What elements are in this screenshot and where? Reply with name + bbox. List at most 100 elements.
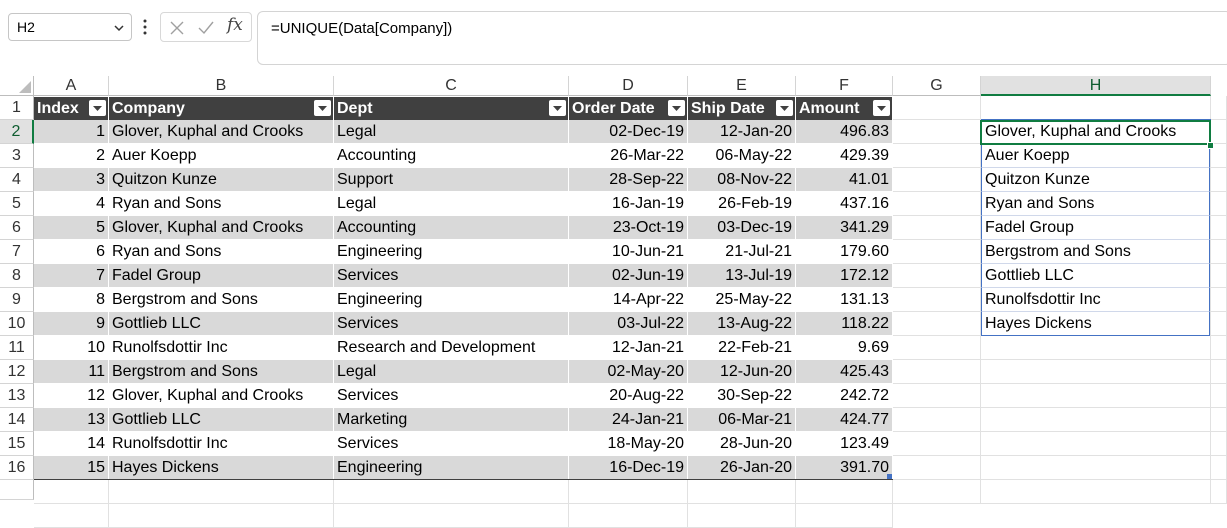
grid-cell-i[interactable] bbox=[1211, 240, 1227, 264]
grid-cell-h[interactable] bbox=[981, 480, 1211, 504]
grid-cell-g[interactable] bbox=[893, 360, 981, 384]
grid-cell-empty[interactable] bbox=[334, 480, 569, 504]
row-header-9[interactable]: 9 bbox=[0, 288, 34, 312]
row-header-8[interactable]: 8 bbox=[0, 264, 34, 288]
unique-list-item[interactable]: Auer Koepp bbox=[981, 144, 1210, 168]
table-cell[interactable]: 5 bbox=[34, 216, 109, 240]
table-cell[interactable]: Ryan and Sons bbox=[109, 192, 334, 216]
row-header-6[interactable]: 6 bbox=[0, 216, 34, 240]
grid-cell-g[interactable] bbox=[893, 480, 981, 504]
table-cell[interactable]: Runolfsdottir Inc bbox=[109, 336, 334, 360]
column-header-b[interactable]: B bbox=[109, 76, 334, 96]
table-cell[interactable]: 28-Jun-20 bbox=[688, 432, 796, 456]
table-cell[interactable]: 12-Jan-21 bbox=[569, 336, 688, 360]
grid-cell-empty[interactable] bbox=[688, 480, 796, 504]
table-cell[interactable]: 16-Jan-19 bbox=[569, 192, 688, 216]
grid-cell-g[interactable] bbox=[893, 336, 981, 360]
check-icon[interactable] bbox=[197, 19, 215, 37]
table-cell[interactable]: Glover, Kuphal and Crooks bbox=[109, 120, 334, 144]
table-cell[interactable]: Quitzon Kunze bbox=[109, 168, 334, 192]
name-box[interactable]: H2 bbox=[8, 13, 132, 41]
table-cell[interactable]: 179.60 bbox=[796, 240, 893, 264]
grid-cell-g[interactable] bbox=[893, 288, 981, 312]
grid-cell-empty[interactable] bbox=[796, 480, 893, 504]
table-cell[interactable]: 3 bbox=[34, 168, 109, 192]
filter-dropdown-icon[interactable] bbox=[549, 100, 566, 116]
table-cell[interactable]: 9 bbox=[34, 312, 109, 336]
grid-cell-empty[interactable] bbox=[34, 504, 109, 528]
table-header-dept[interactable]: Dept bbox=[334, 97, 569, 120]
unique-list-item[interactable]: Fadel Group bbox=[981, 216, 1210, 240]
table-cell[interactable]: 26-Feb-19 bbox=[688, 192, 796, 216]
more-vertical-icon[interactable] bbox=[141, 17, 149, 37]
table-cell[interactable]: 25-May-22 bbox=[688, 288, 796, 312]
table-cell[interactable]: Services bbox=[334, 264, 569, 288]
table-cell[interactable]: Marketing bbox=[334, 408, 569, 432]
table-cell[interactable]: 30-Sep-22 bbox=[688, 384, 796, 408]
table-cell[interactable]: 131.13 bbox=[796, 288, 893, 312]
table-cell[interactable]: 123.49 bbox=[796, 432, 893, 456]
unique-list-item[interactable]: Gottlieb LLC bbox=[981, 264, 1210, 288]
table-cell[interactable]: 22-Feb-21 bbox=[688, 336, 796, 360]
table-cell[interactable]: 06-Mar-21 bbox=[688, 408, 796, 432]
grid-cell-g[interactable] bbox=[893, 168, 981, 192]
formula-input[interactable]: =UNIQUE(Data[Company]) bbox=[257, 11, 1227, 65]
column-header-e[interactable]: E bbox=[688, 76, 796, 96]
table-cell[interactable]: 11 bbox=[34, 360, 109, 384]
unique-list-item[interactable]: Ryan and Sons bbox=[981, 192, 1210, 216]
table-cell[interactable]: 13-Jul-19 bbox=[688, 264, 796, 288]
row-header-12[interactable]: 12 bbox=[0, 360, 34, 384]
table-cell[interactable]: 02-May-20 bbox=[569, 360, 688, 384]
table-cell[interactable]: Services bbox=[334, 312, 569, 336]
table-cell[interactable]: 14 bbox=[34, 432, 109, 456]
table-cell[interactable]: Engineering bbox=[334, 288, 569, 312]
table-cell[interactable]: 06-May-22 bbox=[688, 144, 796, 168]
table-cell[interactable]: 23-Oct-19 bbox=[569, 216, 688, 240]
table-cell[interactable]: Accounting bbox=[334, 144, 569, 168]
table-cell[interactable]: Legal bbox=[334, 360, 569, 384]
column-header-g[interactable]: G bbox=[893, 76, 981, 96]
grid-cell-g[interactable] bbox=[893, 408, 981, 432]
table-cell[interactable]: 20-Aug-22 bbox=[569, 384, 688, 408]
grid-cell-g[interactable] bbox=[893, 384, 981, 408]
grid-cell-g[interactable] bbox=[893, 144, 981, 168]
table-cell[interactable]: 341.29 bbox=[796, 216, 893, 240]
table-cell[interactable]: Auer Koepp bbox=[109, 144, 334, 168]
table-cell[interactable]: 118.22 bbox=[796, 312, 893, 336]
table-cell[interactable]: 4 bbox=[34, 192, 109, 216]
column-header-d[interactable]: D bbox=[569, 76, 688, 96]
table-cell[interactable]: 02-Jun-19 bbox=[569, 264, 688, 288]
row-header-15[interactable]: 15 bbox=[0, 432, 34, 456]
table-cell[interactable]: Engineering bbox=[334, 240, 569, 264]
table-cell[interactable]: Glover, Kuphal and Crooks bbox=[109, 216, 334, 240]
grid-cell-i[interactable] bbox=[1211, 312, 1227, 336]
table-cell[interactable]: Gottlieb LLC bbox=[109, 312, 334, 336]
column-header-h[interactable]: H bbox=[981, 76, 1211, 96]
table-cell[interactable]: 21-Jul-21 bbox=[688, 240, 796, 264]
grid-cell-h[interactable] bbox=[981, 360, 1211, 384]
table-cell[interactable]: 496.83 bbox=[796, 120, 893, 144]
grid-cell-g[interactable] bbox=[893, 432, 981, 456]
grid-cell-empty[interactable] bbox=[796, 504, 893, 528]
grid-cell-g[interactable] bbox=[893, 216, 981, 240]
table-header-order-date[interactable]: Order Date bbox=[569, 97, 688, 120]
table-cell[interactable]: 14-Apr-22 bbox=[569, 288, 688, 312]
row-header-11[interactable]: 11 bbox=[0, 336, 34, 360]
unique-list-item[interactable]: Runolfsdottir Inc bbox=[981, 288, 1210, 312]
table-cell[interactable]: Runolfsdottir Inc bbox=[109, 432, 334, 456]
grid-cell-empty[interactable] bbox=[334, 504, 569, 528]
table-cell[interactable]: 12-Jan-20 bbox=[688, 120, 796, 144]
table-cell[interactable]: 16-Dec-19 bbox=[569, 456, 688, 480]
filter-dropdown-icon[interactable] bbox=[776, 100, 793, 116]
row-header-10[interactable]: 10 bbox=[0, 312, 34, 336]
grid-cell-g[interactable] bbox=[893, 456, 981, 480]
grid-cell-empty[interactable] bbox=[34, 480, 109, 504]
table-resize-handle[interactable] bbox=[887, 474, 892, 479]
table-cell[interactable]: 2 bbox=[34, 144, 109, 168]
table-cell[interactable]: 12 bbox=[34, 384, 109, 408]
active-cell[interactable] bbox=[980, 120, 1211, 145]
table-cell[interactable]: 12-Jun-20 bbox=[688, 360, 796, 384]
column-header-c[interactable]: C bbox=[334, 76, 569, 96]
table-cell[interactable]: 9.69 bbox=[796, 336, 893, 360]
table-cell[interactable]: Hayes Dickens bbox=[109, 456, 334, 480]
